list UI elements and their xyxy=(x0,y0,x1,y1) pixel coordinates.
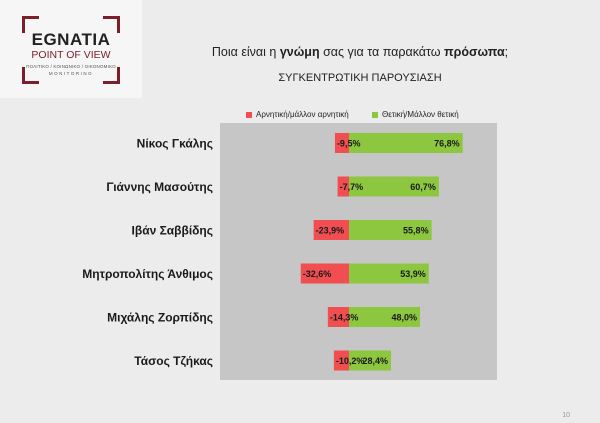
bar-positive xyxy=(349,220,432,240)
bar-negative xyxy=(337,176,349,197)
question-part: Ποια είναι η xyxy=(211,45,280,59)
bar-positive xyxy=(349,133,463,153)
data-label-negative: -7,7% xyxy=(340,182,364,192)
data-label-positive: 53,9% xyxy=(400,269,426,279)
data-label-positive: 55,8% xyxy=(403,226,429,236)
bar-positive xyxy=(349,176,439,197)
category-label: Νίκος Γκάλης xyxy=(137,137,213,151)
question-bold: πρόσωπα xyxy=(444,45,505,59)
data-label-positive: 76,8% xyxy=(434,139,460,149)
logo-tagline-2: MONITORING xyxy=(48,71,94,76)
legend-label-negative: Αρνητική/μάλλον αρνητική xyxy=(256,110,349,119)
category-label: Τάσος Τζήκας xyxy=(134,354,213,368)
page-subtitle: ΣΥΓΚΕΝΤΡΩΤΙΚΗ ΠΑΡΟΥΣΙΑΣΗ xyxy=(278,72,442,84)
data-label-positive: 28,4% xyxy=(363,356,389,366)
legend-swatch-positive xyxy=(372,111,378,118)
bar-positive xyxy=(349,307,421,327)
category-label: Μιχάλης Ζορπίδης xyxy=(107,311,213,325)
legend-item-positive: Θετική/Μάλλον θετική xyxy=(372,110,459,119)
logo-subtitle: POINT OF VIEW xyxy=(31,49,111,61)
logo-title: EGNATIA xyxy=(31,30,111,49)
bar-negative xyxy=(300,263,349,284)
chart-plot-area xyxy=(220,123,497,380)
logo-frame: EGNATIA POINT OF VIEW ΠΟΛΙΤΙΚΟ / ΚΟΙΝΩΝΙ… xyxy=(22,16,120,84)
bar-negative xyxy=(334,133,349,153)
bar-negative xyxy=(313,220,349,240)
category-label: Γιάννης Μασούτης xyxy=(106,180,213,194)
data-label-negative: -9,5% xyxy=(337,139,361,149)
data-label-negative: -32,6% xyxy=(303,269,332,279)
logo-corner xyxy=(103,67,120,84)
legend-label-positive: Θετική/Μάλλον θετική xyxy=(382,110,459,119)
category-label: Μητροπολίτης Άνθιμος xyxy=(82,267,213,281)
logo-corner xyxy=(22,67,39,84)
category-label: Ιβάν Σαββίδης xyxy=(132,224,213,238)
question-title: Ποια είναι η γνώμη σας για τα παρακάτω π… xyxy=(150,45,570,59)
logo-corner xyxy=(103,16,120,33)
page-number: 10 xyxy=(562,412,570,419)
question-part: ; xyxy=(504,45,509,59)
bar-negative xyxy=(327,307,349,327)
data-label-positive: 60,7% xyxy=(410,182,436,192)
question-part: σας για τα παρακάτω xyxy=(319,45,445,59)
bar-positive xyxy=(349,350,392,371)
data-label-negative: -14,3% xyxy=(330,313,359,323)
legend-item-negative: Αρνητική/μάλλον αρνητική xyxy=(246,110,349,119)
question-bold: γνώμη xyxy=(279,45,320,59)
data-label-negative: -10,2% xyxy=(336,356,365,366)
legend-swatch-negative xyxy=(246,111,252,118)
data-label-negative: -23,9% xyxy=(316,226,345,236)
logo: EGNATIA POINT OF VIEW ΠΟΛΙΤΙΚΟ / ΚΟΙΝΩΝΙ… xyxy=(0,0,142,98)
bar-negative xyxy=(333,350,349,371)
bar-positive xyxy=(349,263,429,284)
data-label-positive: 48,0% xyxy=(392,313,418,323)
logo-tagline: ΠΟΛΙΤΙΚΟ / ΚΟΙΝΩΝΙΚΟ / ΟΙΚΟΝΟΜΙΚΟ xyxy=(26,64,116,69)
logo-corner xyxy=(22,16,39,33)
